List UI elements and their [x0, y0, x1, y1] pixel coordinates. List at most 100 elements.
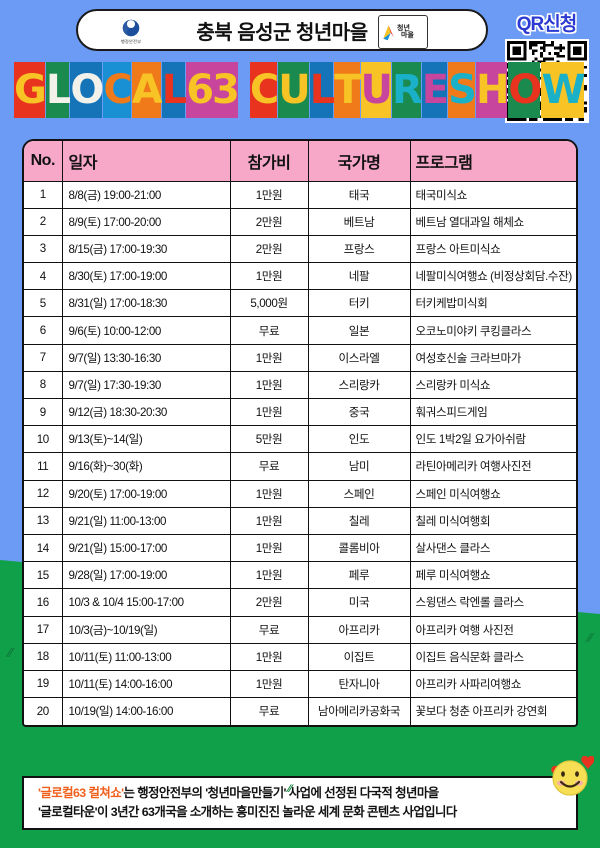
cell-fee: 1만원: [229, 561, 309, 590]
cell-fee: 1만원: [229, 642, 309, 671]
cell-no: 14: [24, 533, 63, 563]
qr-label: QR신청: [516, 14, 577, 35]
cell-no: 16: [24, 588, 63, 617]
table-row: 5 8/31(일) 17:00-18:30 5,000원 터키 터키케밥미식회: [24, 289, 576, 318]
cell-fee: 무료: [229, 697, 309, 725]
schedule-table-body: 1 8/8(금) 19:00-21:00 1만원 태국 태국미식쇼 2 8/9(토) 17:…: [24, 180, 576, 725]
title-tile-u: U: [278, 62, 311, 118]
cell-date: 8/31(일) 17:00-18:30: [61, 289, 231, 318]
schedule-table-head: No. 일자 참가비 국가명 프로그램: [24, 141, 576, 182]
title-tile-gap: [239, 62, 249, 118]
cell-country: 스페인: [307, 479, 411, 508]
footer-highlight-text: '글로컬63 컬쳐쇼': [38, 785, 124, 800]
cell-date: 10/19(일) 14:00-16:00: [61, 697, 231, 725]
cell-date: 9/20(토) 17:00-19:00: [61, 479, 231, 508]
youth-village-logo: 청년 마을: [378, 15, 428, 49]
cell-date: 9/16(화)~30(화): [61, 452, 231, 481]
cell-date: 9/13(토)~14(일): [61, 425, 231, 454]
cell-country: 터키: [307, 289, 411, 318]
youth-village-logo-text: 청년 마을: [397, 25, 414, 39]
cell-date: 8/9(토) 17:00-20:00: [61, 207, 231, 236]
cell-fee: 무료: [229, 452, 309, 481]
schedule-table: No. 일자 참가비 국가명 프로그램 1 8/8(금) 19:00-21:00 1…: [24, 141, 576, 725]
cell-fee: 1만원: [229, 506, 309, 535]
cell-no: 6: [24, 316, 63, 345]
footer-line-1: '글로컬63 컬쳐쇼'는 행정안전부의 '청년마을만들기' 사업에 선정된 다국…: [38, 784, 562, 803]
cell-no: 4: [24, 262, 63, 291]
column-header-program: 프로그램: [409, 141, 576, 182]
cell-country: 중국: [307, 397, 411, 427]
cell-fee: 5만원: [229, 425, 309, 454]
cell-country: 프랑스: [307, 234, 411, 264]
cell-date: 8/30(토) 17:00-19:00: [61, 262, 231, 291]
doodle-mark-right: ⁄⁄: [587, 630, 592, 645]
cell-program: 훠궈스피드게임: [409, 397, 576, 427]
table-row: 4 8/30(토) 17:00-19:00 1만원 네팔 네팔미식여행쇼 (비정상회담.…: [24, 262, 576, 291]
government-logo-caption: 행정안전부: [120, 39, 142, 44]
cell-no: 11: [24, 452, 63, 481]
title-tile-c: C: [249, 62, 279, 118]
cell-fee: 1만원: [229, 397, 309, 427]
cell-country: 페루: [307, 561, 411, 590]
cell-program: 스페인 미식여행쇼: [409, 479, 576, 508]
cell-no: 20: [24, 697, 63, 725]
cell-date: 9/12(금) 18:30-20:30: [61, 397, 231, 427]
cell-program: 살사댄스 클라스: [409, 533, 576, 563]
cell-program: 이집트 음식문화 클라스: [409, 642, 576, 671]
title-tile-t: T: [334, 62, 362, 118]
cell-program: 인도 1박2일 요가아쉬람: [409, 425, 576, 454]
cell-no: 9: [24, 397, 63, 427]
table-row: 6 9/6(토) 10:00-12:00 무료 일본 오코노미야키 쿠킹클라스: [24, 316, 576, 345]
cell-country: 콜롬비아: [307, 533, 411, 563]
table-row: 11 9/16(화)~30(화) 무료 남미 라틴아메리카 여행사진전: [24, 452, 576, 481]
cell-country: 남미: [307, 452, 411, 481]
cell-fee: 2만원: [229, 588, 309, 617]
table-row: 3 8/15(금) 17:00-19:30 2만원 프랑스 프랑스 아트미식쇼: [24, 234, 576, 264]
table-row: 9 9/12(금) 18:30-20:30 1만원 중국 훠궈스피드게임: [24, 397, 576, 427]
cell-program: 스윙댄스 락엔롤 클라스: [409, 588, 576, 617]
cell-date: 10/3 & 10/4 15:00-17:00: [61, 588, 231, 617]
cell-country: 남아메리카공화국: [307, 697, 411, 725]
table-row: 18 10/11(토) 11:00-13:00 1만원 이집트 이집트 음식문화 클라스: [24, 642, 576, 671]
title-tile-w: W: [541, 62, 586, 118]
title-tile-h: H: [475, 62, 509, 118]
footer-line-2: '글로컬타운'이 3년간 63개국을 소개하는 흥미진진 놀라운 세계 문화 콘…: [38, 804, 457, 819]
cell-country: 베트남: [307, 207, 411, 236]
cell-program: 오코노미야키 쿠킹클라스: [409, 316, 576, 345]
table-row: 10 9/13(토)~14(일) 5만원 인도 인도 1박2일 요가아쉬람: [24, 425, 576, 454]
cell-country: 스리랑카: [307, 370, 411, 400]
column-header-date: 일자: [61, 141, 231, 182]
government-logo: 행정안전부: [102, 15, 160, 49]
cell-no: 17: [24, 615, 63, 644]
cell-country: 탄자니아: [307, 669, 411, 699]
table-row: 12 9/20(토) 17:00-19:00 1만원 스페인 스페인 미식여행쇼: [24, 479, 576, 508]
title-tile-a: A: [131, 62, 163, 118]
cell-fee: 1만원: [229, 180, 309, 209]
title-tile-o: O: [508, 62, 542, 118]
footer-description-box: '글로컬63 컬쳐쇼'는 행정안전부의 '청년마을만들기' 사업에 선정된 다국…: [22, 775, 578, 830]
table-row: 13 9/21(일) 11:00-13:00 1만원 칠레 칠레 미식여행회: [24, 506, 576, 535]
cell-no: 15: [24, 561, 63, 590]
cell-program: 태국미식쇼: [409, 180, 576, 209]
cell-fee: 1만원: [229, 370, 309, 400]
cell-date: 9/6(토) 10:00-12:00: [61, 316, 231, 345]
cell-country: 미국: [307, 588, 411, 617]
title-tile-o: O: [70, 62, 104, 118]
table-row: 8 9/7(일) 17:30-19:30 1만원 스리랑카 스리랑카 미식쇼: [24, 370, 576, 400]
cell-date: 10/11(토) 11:00-13:00: [61, 642, 231, 671]
column-header-no: No.: [24, 141, 63, 182]
cell-no: 13: [24, 506, 63, 535]
cell-country: 태국: [307, 180, 411, 209]
cell-program: 아프리카 여행 사진전: [409, 615, 576, 644]
cell-country: 네팔: [307, 262, 411, 291]
cell-date: 10/11(토) 14:00-16:00: [61, 669, 231, 699]
doodle-mark-left: ⁄⁄: [8, 645, 13, 660]
table-row: 14 9/21(일) 15:00-17:00 1만원 콜롬비아 살사댄스 클라스: [24, 533, 576, 563]
cell-program: 여성호신술 크라브마가: [409, 343, 576, 372]
cell-program: 페루 미식여행쇼: [409, 561, 576, 590]
cell-fee: 1만원: [229, 343, 309, 372]
cell-program: 스리랑카 미식쇼: [409, 370, 576, 400]
table-row: 16 10/3 & 10/4 15:00-17:00 2만원 미국 스윙댄스 락엔롤 클…: [24, 588, 576, 617]
cell-fee: 2만원: [229, 207, 309, 236]
